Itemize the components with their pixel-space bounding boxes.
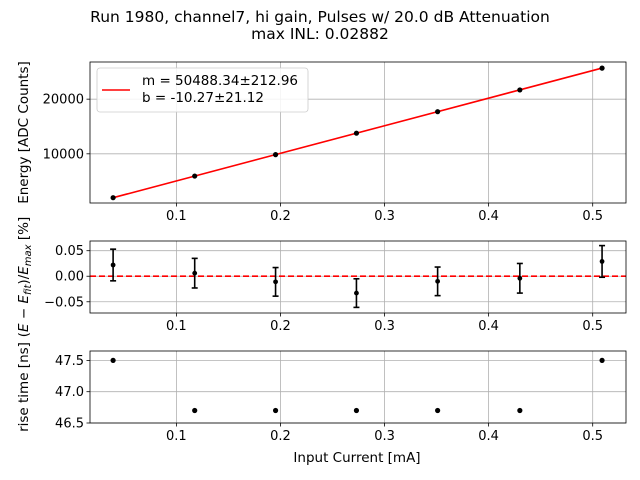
data-point: [273, 279, 278, 285]
x-tick-label: 0.4: [478, 429, 499, 444]
data-point: [599, 259, 605, 264]
data-point: [110, 357, 116, 363]
data-point: [192, 173, 198, 179]
y-axis-label: Energy [ADC Counts]: [16, 61, 32, 204]
legend-box: [96, 67, 309, 113]
x-tick-label: 0.5: [582, 319, 603, 334]
legend-label: b = -10.27±21.12: [142, 90, 264, 106]
data-point: [192, 270, 198, 276]
figure-title-line1: Run 1980, channel7, hi gain, Pulses w/ 2…: [90, 8, 550, 26]
x-tick-label: 0.3: [374, 209, 395, 224]
data-point: [353, 130, 360, 136]
plot-area: [110, 65, 605, 201]
x-tick-label: 0.2: [270, 209, 291, 224]
risetime-panel: 0.1 0.2 0.3 0.4 0.5 46.5 47.0 47.5 rise time [ns…: [16, 342, 627, 444]
data-point: [517, 87, 523, 93]
axes-frame: [89, 61, 627, 204]
data-point: [599, 357, 605, 363]
plot-area: [110, 357, 605, 414]
data-point: [354, 290, 359, 296]
data-point: [272, 152, 279, 158]
y-axis-label: (E − Efit)/Emax [%]: [16, 217, 34, 337]
x-axis-label: Input Current [mA]: [293, 450, 420, 466]
data-point: [353, 407, 360, 414]
data-point: [192, 407, 198, 414]
energy-panel: 0.1 0.2 0.3 0.4 0.5 10000 20000 Energy [ADC Cou…: [16, 61, 627, 224]
y-axis-label: rise time [ns]: [16, 342, 32, 432]
y-tick-label: 10000: [43, 147, 84, 162]
y-tick-label: 0.00: [55, 270, 84, 285]
x-tick-label: 0.2: [270, 429, 291, 444]
plot-area: [90, 244, 626, 309]
x-tick-label: 0.3: [374, 319, 395, 334]
axes-frame: [89, 350, 627, 424]
x-tick-label: 0.5: [582, 429, 603, 444]
data-point: [110, 262, 116, 268]
y-tick-label: −0.05: [44, 295, 84, 310]
legend: m = 50488.34±212.96b = -10.27±21.12: [96, 67, 309, 113]
data-point: [517, 275, 523, 281]
legend-label: m = 50488.34±212.96: [142, 73, 298, 89]
x-tick-label: 0.4: [478, 209, 499, 224]
figure-title-line2: max INL: 0.02882: [251, 25, 389, 43]
residual-panel: 0.1 0.2 0.3 0.4 0.5 −0.05 0.00 0.05 (E − Efit)/E…: [16, 217, 627, 337]
x-tick-label: 0.1: [166, 209, 187, 224]
data-point: [517, 407, 523, 414]
y-tick-label: 20000: [43, 93, 84, 108]
data-point: [272, 407, 279, 414]
x-tick-label: 0.2: [270, 319, 291, 334]
data-point: [435, 278, 441, 284]
x-tick-label: 0.5: [582, 209, 603, 224]
data-point: [435, 407, 441, 414]
x-tick-label: 0.4: [478, 319, 499, 334]
y-tick-label: 0.05: [55, 244, 84, 259]
data-point: [599, 65, 605, 71]
y-tick-label: 47.0: [55, 385, 84, 400]
y-tick-label: 46.5: [55, 417, 84, 432]
data-point: [435, 109, 441, 115]
x-tick-label: 0.1: [166, 429, 187, 444]
y-tick-label: 47.5: [55, 354, 84, 369]
axes-frame: [89, 240, 627, 314]
x-tick-label: 0.3: [374, 429, 395, 444]
x-tick-label: 0.1: [166, 319, 187, 334]
data-point: [110, 195, 116, 201]
